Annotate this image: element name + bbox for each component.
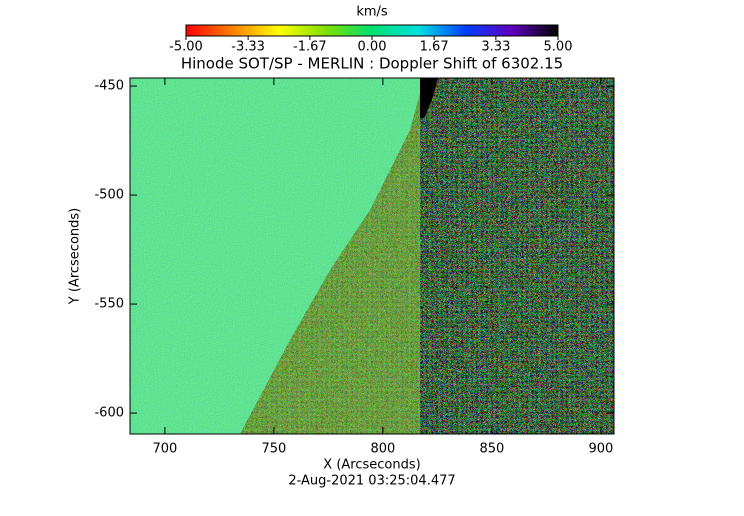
- x-tick-label: 850: [479, 442, 504, 457]
- colorbar-tick-label: 1.67: [420, 40, 449, 55]
- image: [130, 78, 614, 434]
- black-patch: [420, 78, 438, 118]
- plot-frame: [129, 77, 615, 435]
- x-tick-label: 900: [589, 442, 614, 457]
- y-tick-label: -600: [94, 406, 124, 421]
- x-tick-label: 700: [152, 442, 177, 457]
- y-tick-label: -550: [94, 297, 124, 312]
- chart-title: Hinode SOT/SP - MERLIN : Doppler Shift o…: [181, 55, 563, 73]
- colorbar-tick-label: -5.00: [169, 40, 203, 55]
- colorbar: [185, 24, 559, 37]
- date-label: 2-Aug-2021 03:25:04.477: [288, 474, 455, 489]
- colorbar-label: km/s: [356, 5, 388, 20]
- colorbar-tick-label: 3.33: [481, 40, 510, 55]
- colorbar-tick-label: -1.67: [293, 40, 327, 55]
- colorbar-tick-label: -3.33: [231, 40, 265, 55]
- y-axis-label: Y (Arcseconds): [68, 208, 83, 305]
- x-tick-label: 800: [370, 442, 395, 457]
- x-axis-label: X (Arcseconds): [323, 458, 420, 473]
- y-tick-label: -500: [94, 188, 124, 203]
- y-tick-label: -450: [94, 79, 124, 94]
- noisy-region: [420, 78, 614, 434]
- x-tick-label: 750: [261, 442, 286, 457]
- colorbar-tick-label: 5.00: [544, 40, 573, 55]
- colorbar-tick-label: 0.00: [358, 40, 387, 55]
